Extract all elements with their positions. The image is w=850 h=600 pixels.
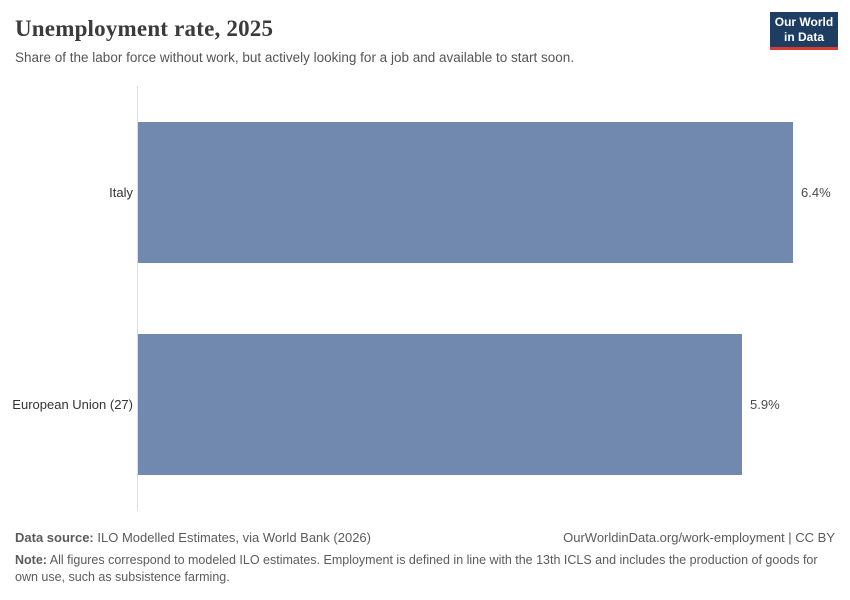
data-source-label: Data source:	[15, 529, 94, 545]
chart-footer: Data source: ILO Modelled Estimates, via…	[0, 530, 850, 585]
chart-note: Note: All figures correspond to modeled …	[15, 552, 835, 585]
owid-logo[interactable]: Our World in Data	[770, 12, 838, 50]
bar-track: 5.9%	[138, 334, 850, 476]
owid-logo-line1: Our World	[774, 15, 834, 30]
data-source-text: ILO Modelled Estimates, via World Bank (…	[97, 529, 371, 545]
chart-subtitle: Share of the labor force without work, b…	[15, 49, 575, 65]
page-title: Unemployment rate, 2025	[15, 16, 274, 41]
note-label: Note:	[15, 553, 47, 568]
chart-header: Unemployment rate, 2025 Share of the lab…	[0, 0, 850, 66]
bar-rows-container: Italy 6.4% European Union (27) 5.9%	[0, 86, 850, 511]
bar-chart: Italy 6.4% European Union (27) 5.9%	[0, 85, 850, 511]
note-text: All figures correspond to modeled ILO es…	[15, 553, 818, 584]
bar-track: 6.4%	[138, 121, 850, 263]
bar-row: Italy 6.4%	[0, 86, 850, 299]
owid-logo-line2: in Data	[783, 29, 824, 44]
bar-row: European Union (27) 5.9%	[0, 298, 850, 511]
data-source: Data source: ILO Modelled Estimates, via…	[15, 530, 371, 546]
y-axis-line	[137, 85, 138, 511]
value-label: 6.4%	[801, 184, 831, 200]
attribution-link[interactable]: OurWorldinData.org/work-employment | CC …	[563, 529, 835, 545]
bar[interactable]	[138, 121, 793, 263]
category-label: European Union (27)	[12, 397, 133, 413]
category-label: Italy	[109, 184, 133, 200]
value-label: 5.9%	[750, 397, 780, 413]
bar[interactable]	[138, 334, 742, 476]
